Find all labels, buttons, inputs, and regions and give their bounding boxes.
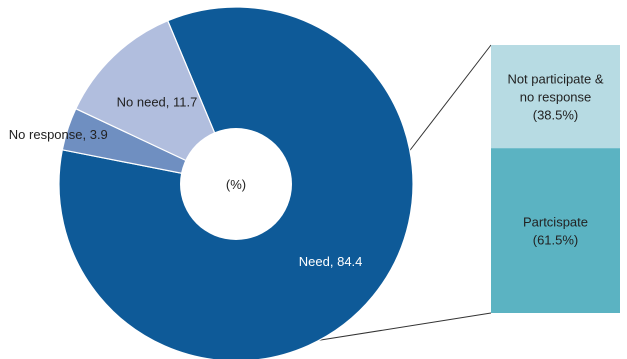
stacked-bar: Not participate & no response (38.5%) Partc… (491, 45, 620, 313)
donut-hole (180, 128, 292, 240)
bar-segment-1 (491, 45, 620, 149)
connector-lines (319, 44, 492, 341)
center-label: (%) (226, 177, 246, 192)
connector-line-bottom (319, 312, 492, 341)
slice-label-need: Need, 84.4 (299, 254, 363, 269)
connector-line-top (409, 44, 492, 151)
bar-segment-label-1: Not participate & no response (38.5%) (507, 72, 603, 123)
bar-segment-label-2: Partcispate (61.5%) (523, 215, 588, 248)
slice-label-no-need: No need, 11.7 (117, 95, 198, 110)
slice-label-no-response: No response, 3.9 (9, 127, 108, 142)
bar-segment-2 (491, 148, 620, 313)
pie-slice-no-need (75, 19, 238, 186)
